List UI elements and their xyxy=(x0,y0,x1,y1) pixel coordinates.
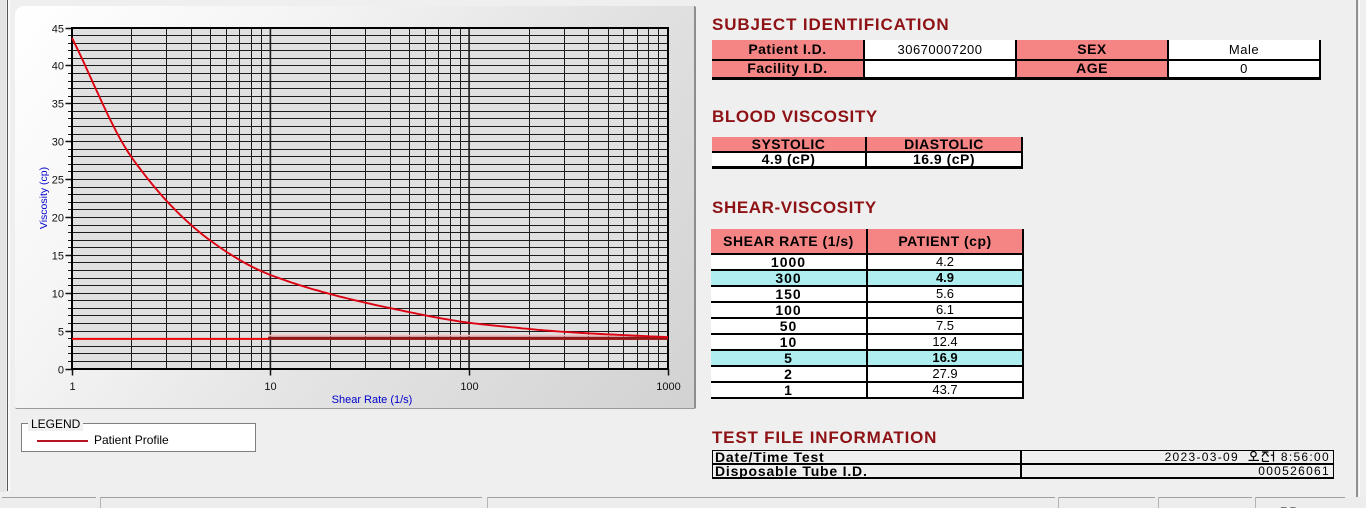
svg-text:20: 20 xyxy=(52,213,64,225)
svg-text:35: 35 xyxy=(52,99,64,111)
svg-text:0: 0 xyxy=(58,365,64,377)
svg-text:15: 15 xyxy=(52,251,64,263)
svg-text:30: 30 xyxy=(52,137,64,149)
svg-text:Shear Rate (1/s): Shear Rate (1/s) xyxy=(332,394,413,406)
svg-text:1: 1 xyxy=(69,381,75,393)
svg-text:45: 45 xyxy=(52,24,64,36)
svg-text:100: 100 xyxy=(460,381,478,393)
svg-text:5: 5 xyxy=(58,327,64,339)
svg-text:25: 25 xyxy=(52,175,64,187)
svg-text:1000: 1000 xyxy=(656,381,680,393)
svg-text:40: 40 xyxy=(52,61,64,73)
svg-text:Viscosity (cp): Viscosity (cp) xyxy=(38,167,50,229)
svg-text:10: 10 xyxy=(264,381,276,393)
svg-text:10: 10 xyxy=(52,289,64,301)
